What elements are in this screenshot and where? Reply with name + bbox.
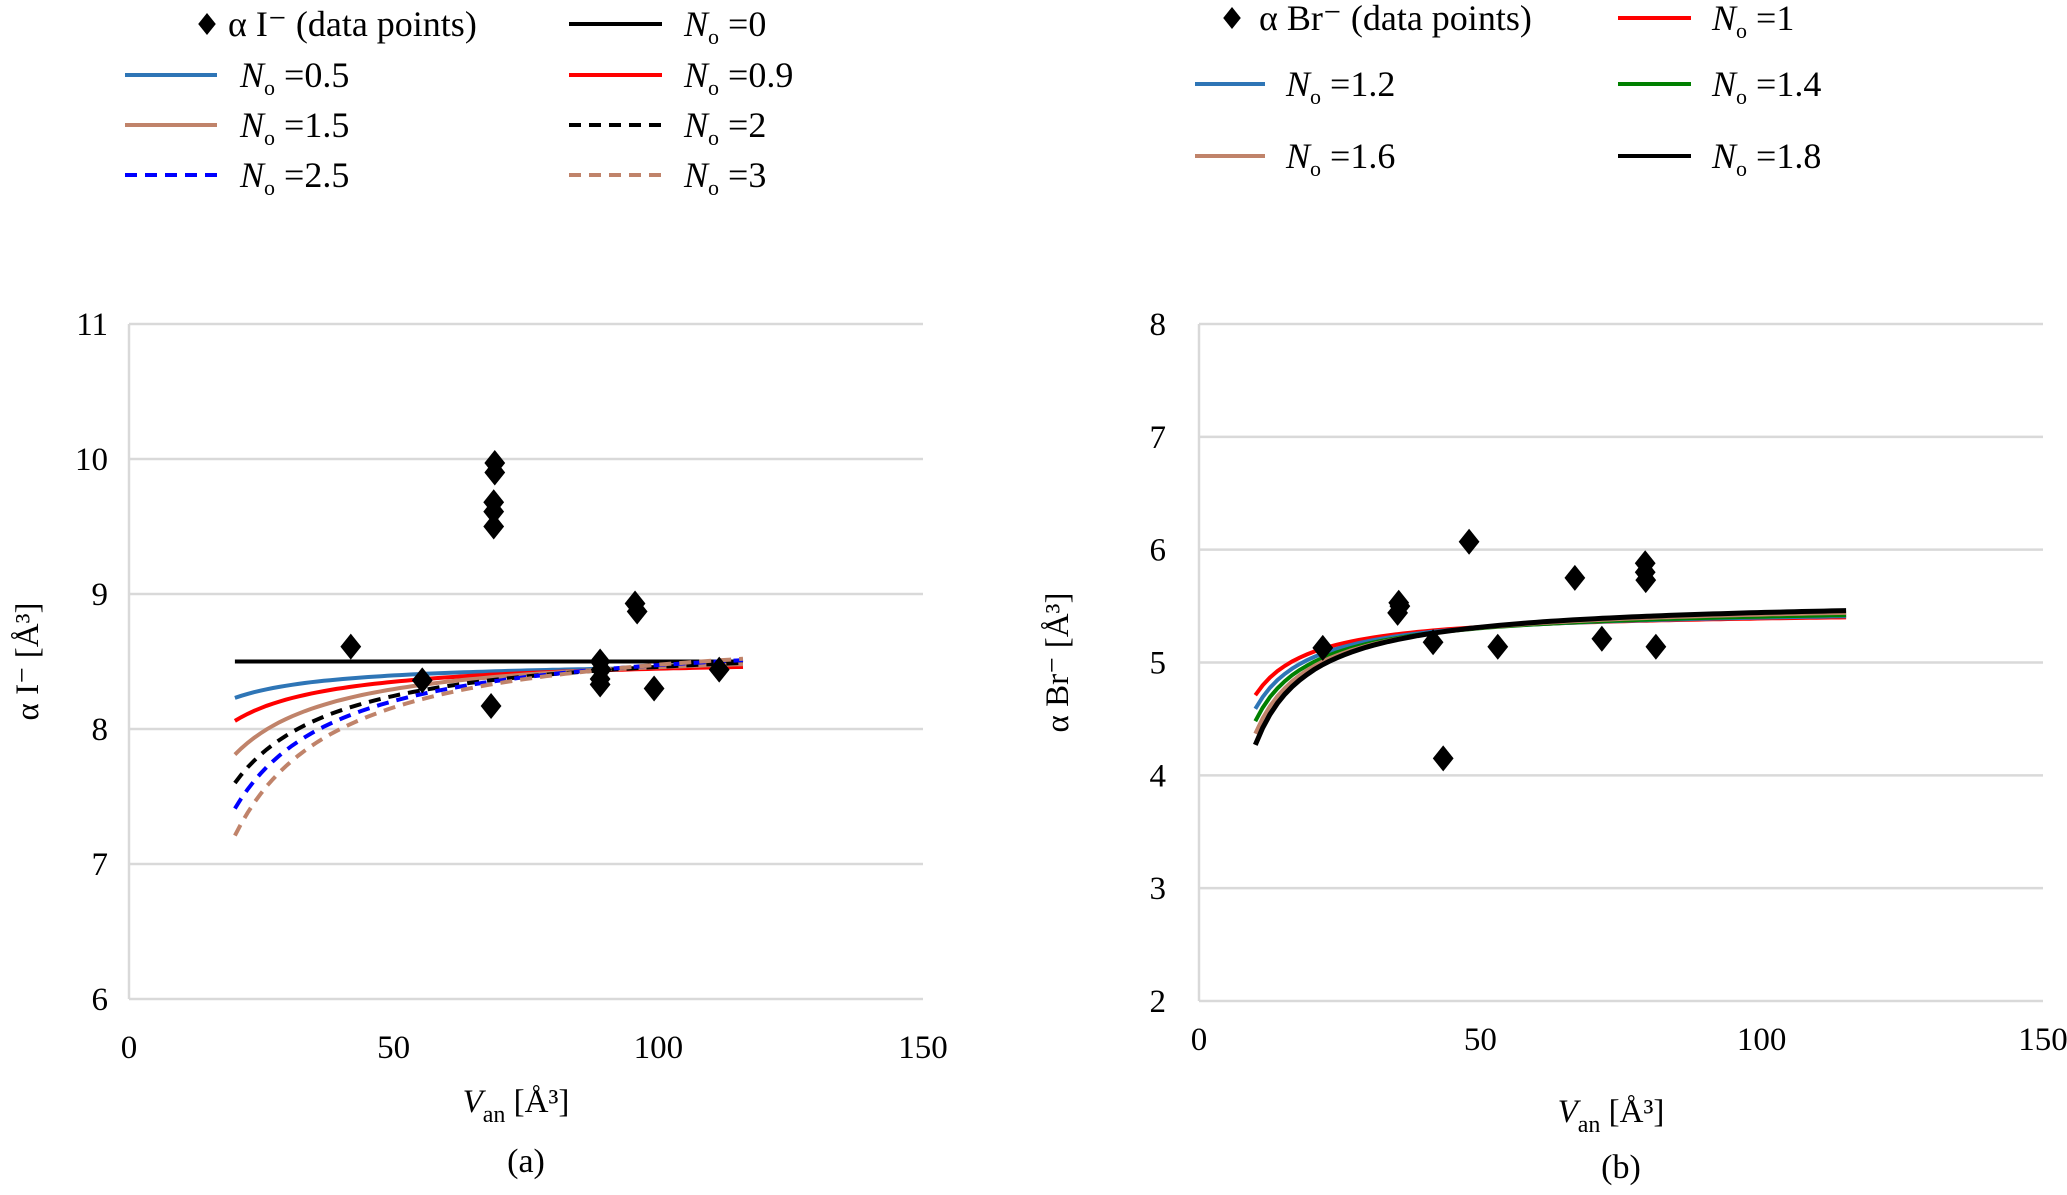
y-tick-label: 5 [1150, 646, 1167, 682]
series-line-n0-1-4 [1253, 613, 1847, 723]
legend-label-n0-3: No =3 [683, 155, 766, 200]
chart-a: 6 7 8 9 10 11 0 50 100 150 Van [Å³] α I⁻ [Å³] (a) α I… [9, 4, 948, 1180]
x-tick-label: 100 [634, 1030, 684, 1066]
x-tick-label: 50 [1464, 1022, 1497, 1058]
series-line-n0-2-5 [233, 658, 744, 810]
data-point [1432, 745, 1454, 772]
y-axis-label: α Br⁻ [Å³] [1039, 593, 1076, 733]
y-tick-label: 10 [75, 442, 108, 478]
data-point [1564, 564, 1586, 591]
data-point [643, 675, 665, 702]
legend-label-n0-1: No =1 [1711, 0, 1794, 43]
y-tick-label: 3 [1150, 871, 1167, 907]
x-tick-label: 0 [121, 1030, 138, 1066]
series-line-n0-1-8 [1253, 608, 1847, 746]
y-tick-label: 6 [1150, 533, 1167, 569]
series-line-n0-1-6 [1253, 610, 1847, 735]
data-point [589, 671, 611, 698]
legend-label-data-points: α I⁻ (data points) [228, 4, 477, 44]
x-axis-label: Van [Å³] [1558, 1093, 1665, 1138]
legend-label-n0-1-6: No =1.6 [1285, 136, 1395, 181]
legend-label-n0-1-4: No =1.4 [1711, 64, 1821, 109]
legend-label-n0-0-9: No =0.9 [683, 55, 793, 100]
y-tick-label: 9 [92, 577, 109, 613]
chart-caption: (b) [1601, 1149, 1641, 1186]
legend-label-n0-0-5: No =0.5 [239, 55, 349, 100]
y-tick-label: 8 [1150, 307, 1167, 343]
y-tick-label: 7 [92, 847, 109, 883]
legend-label-n0-1-2: No =1.2 [1285, 64, 1395, 109]
data-point [484, 459, 506, 486]
y-axis-label: α I⁻ [Å³] [9, 603, 46, 721]
data-point [708, 656, 730, 683]
data-point [1422, 629, 1444, 656]
x-tick-label: 50 [377, 1030, 410, 1066]
legend-label-n0-0: No =0 [683, 4, 766, 49]
x-tick-label: 150 [898, 1030, 948, 1066]
y-tick-label: 7 [1150, 420, 1167, 456]
legend-b: α Br⁻ (data points) No =1 No =1.2 No =1.4 No… [1195, 0, 1821, 181]
legend-label-n0-1-8: No =1.8 [1711, 136, 1821, 181]
data-point [1387, 599, 1409, 626]
series-line-n0-3 [233, 656, 744, 837]
y-tick-label: 2 [1150, 984, 1167, 1020]
data-point [1645, 633, 1667, 660]
data-point [1635, 567, 1657, 594]
x-axis-label: Van [Å³] [463, 1083, 570, 1128]
data-point [483, 498, 505, 525]
data-point [480, 693, 502, 720]
legend-diamond-icon [1223, 7, 1241, 29]
legend-label-n0-2: No =2 [683, 105, 766, 150]
y-tick-label: 11 [76, 307, 108, 343]
y-tick-label: 4 [1150, 758, 1167, 794]
legend-label-n0-1-5: No =1.5 [239, 105, 349, 150]
data-point [1458, 528, 1480, 555]
legend-label-data-points: α Br⁻ (data points) [1259, 0, 1532, 38]
legend-label-n0-2-5: No =2.5 [239, 155, 349, 200]
data-point [1591, 625, 1613, 652]
data-point [483, 513, 505, 540]
chart-b: 2 3 4 5 6 7 8 0 50 100 150 Van [Å³] α Br⁻ [Å³] (b) α B… [1039, 0, 2067, 1186]
data-point [1312, 634, 1334, 661]
legend-diamond-icon [198, 13, 216, 35]
y-tick-label: 6 [92, 982, 109, 1018]
data-point [626, 598, 648, 625]
x-tick-label: 0 [1191, 1022, 1208, 1058]
data-point [340, 633, 362, 660]
data-point [411, 667, 433, 694]
y-tick-label: 8 [92, 712, 109, 748]
chart-caption: (a) [507, 1143, 545, 1180]
legend-a: α I⁻ (data points) No =0 No =0.5 No =0.9 No … [125, 4, 793, 200]
x-tick-label: 100 [1737, 1022, 1787, 1058]
data-point [1487, 633, 1509, 660]
x-tick-label: 150 [2018, 1022, 2067, 1058]
